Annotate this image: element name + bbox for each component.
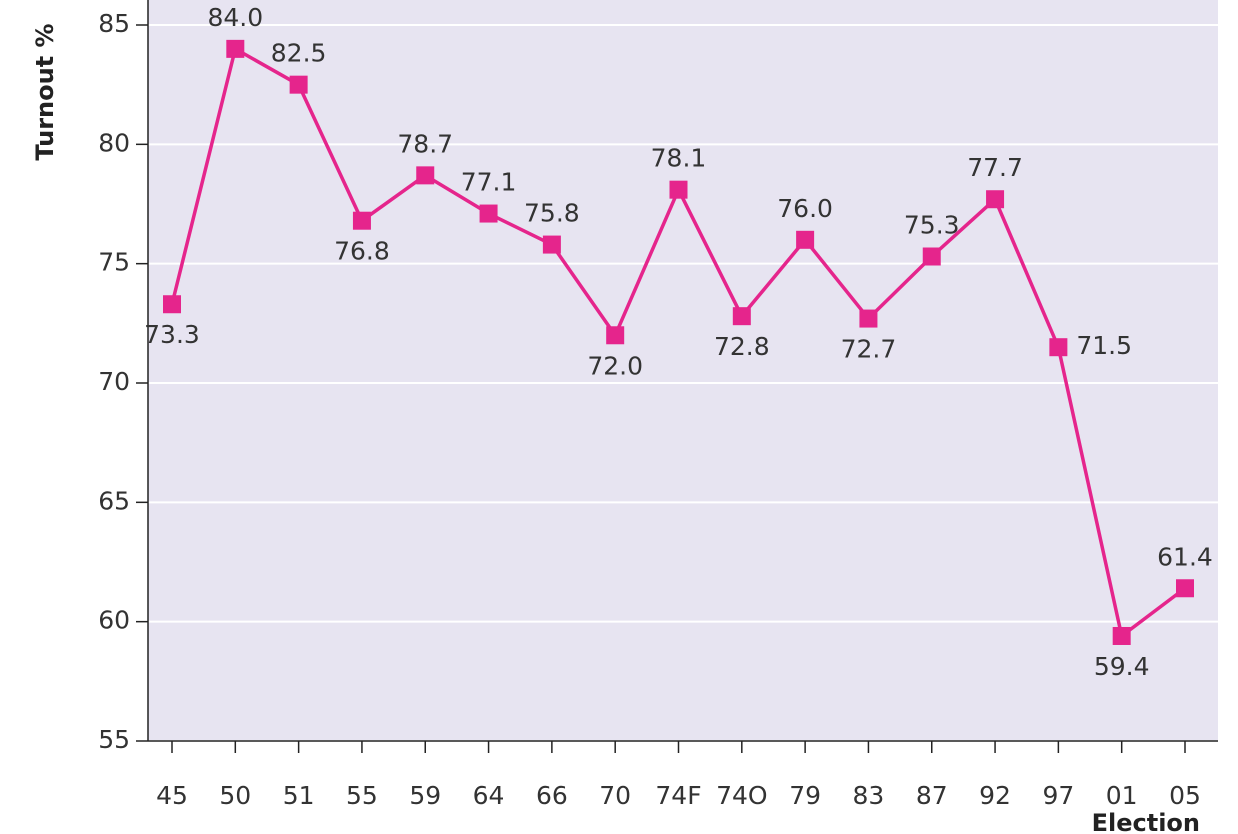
marker	[796, 230, 815, 249]
data-label: 78.1	[651, 144, 707, 173]
data-label: 77.1	[461, 168, 517, 197]
marker	[732, 307, 751, 326]
marker	[1176, 579, 1194, 598]
marker	[416, 166, 435, 185]
data-label: 73.3	[144, 320, 200, 349]
x-tick-label: 97	[1042, 781, 1074, 810]
x-tick-label: 50	[219, 781, 251, 810]
x-tick-label: 92	[979, 781, 1011, 810]
marker	[669, 180, 688, 199]
marker	[289, 75, 308, 94]
marker	[922, 247, 941, 266]
x-axis-title: Election	[1092, 809, 1200, 834]
data-label: 72.0	[587, 351, 643, 380]
x-tick-label: 83	[853, 781, 885, 810]
marker	[1112, 626, 1131, 645]
y-axis-title: Turnout %	[31, 23, 59, 160]
x-tick-label: 66	[536, 781, 568, 810]
y-tick-label: 85	[98, 9, 130, 38]
data-label: 61.4	[1157, 542, 1213, 571]
x-tick-label: 45	[156, 781, 188, 810]
data-label: 72.7	[841, 335, 897, 364]
y-tick-label: 70	[98, 367, 130, 396]
marker	[986, 190, 1005, 209]
data-label: 76.0	[777, 194, 833, 223]
marker	[163, 295, 181, 314]
data-label: 75.8	[524, 199, 580, 228]
marker	[352, 211, 371, 230]
marker	[226, 39, 245, 58]
y-tick-label: 80	[98, 128, 130, 157]
x-tick-label: 05	[1169, 781, 1201, 810]
marker	[606, 326, 625, 345]
y-tick-label: 65	[98, 486, 130, 515]
marker	[479, 204, 498, 223]
x-tick-label: 79	[789, 781, 821, 810]
y-tick-label: 60	[98, 606, 130, 635]
data-label: 82.5	[271, 39, 327, 68]
y-tick-label: 55	[98, 725, 130, 754]
x-tick-label: 70	[599, 781, 631, 810]
marker	[542, 235, 561, 254]
x-tick-label: 59	[409, 781, 441, 810]
x-tick-label: 87	[916, 781, 948, 810]
x-tick-label: 55	[346, 781, 378, 810]
x-tick-label: 51	[283, 781, 315, 810]
data-label: 59.4	[1094, 652, 1150, 681]
data-label: 77.7	[967, 153, 1023, 182]
x-tick-label: 74O	[716, 781, 768, 810]
data-label: 84.0	[207, 3, 263, 32]
x-tick-label: 64	[473, 781, 505, 810]
data-label: 76.8	[334, 237, 390, 266]
x-tick-label: 01	[1106, 781, 1138, 810]
x-tick-label: 74F	[655, 781, 701, 810]
y-tick-label: 75	[98, 248, 130, 277]
data-label: 71.5	[1076, 331, 1132, 360]
marker	[1049, 338, 1068, 357]
data-label: 78.7	[397, 129, 453, 158]
data-label: 75.3	[904, 211, 960, 240]
data-label: 72.8	[714, 332, 770, 361]
plot-background	[148, 0, 1218, 741]
marker	[859, 309, 878, 328]
